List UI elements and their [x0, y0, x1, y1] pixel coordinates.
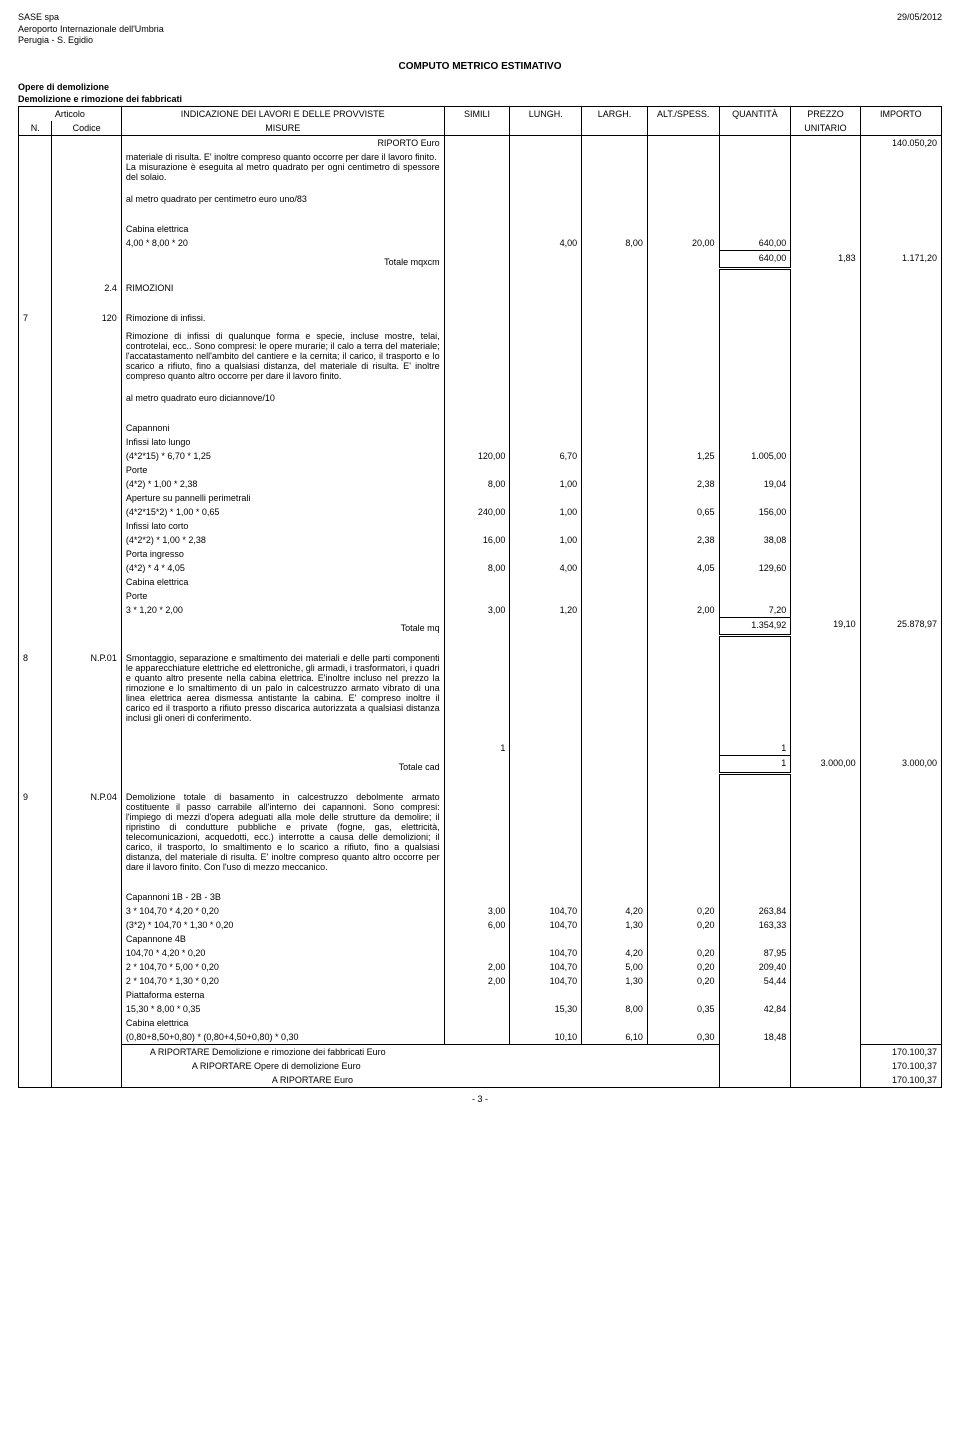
riporto-label: RIPORTO Euro — [121, 136, 444, 151]
table-row: Porta ingresso — [19, 547, 942, 561]
subheader-2: Demolizione e rimozione dei fabbricati — [18, 94, 942, 104]
header-left: SASE spa Aeroporto Internazionale dell'U… — [18, 12, 164, 47]
col-n: N. — [19, 121, 52, 136]
table-row: 15,30 * 8,00 * 0,3515,308,000,3542,84 — [19, 1002, 942, 1016]
item7-price-text: al metro quadrato euro diciannove/10 — [121, 383, 444, 405]
table-row: 3 * 1,20 * 2,003,001,202,007,20 — [19, 603, 942, 618]
header-date: 29/05/2012 — [897, 12, 942, 24]
table-row: 3 * 104,70 * 4,20 * 0,203,00104,704,200,… — [19, 904, 942, 918]
table-row: Cabina elettrica — [19, 575, 942, 589]
item8-row: 8 N.P.01 Smontaggio, separazione e smalt… — [19, 635, 942, 725]
table-row: (4*2) * 1,00 * 2,388,001,002,3819,04 — [19, 477, 942, 491]
block1-tot-label: Totale mqxcm — [121, 251, 444, 269]
table-row: Porte — [19, 463, 942, 477]
footer-l2: A RIPORTARE Opere di demolizione Euro 17… — [19, 1059, 942, 1073]
table-row: (3*2) * 104,70 * 1,30 * 0,206,00104,701,… — [19, 918, 942, 932]
table-row: Capannone 4B — [19, 932, 942, 946]
item8-desc: Smontaggio, separazione e smaltimento de… — [121, 635, 444, 725]
block1-desc: materiale di risulta. E' inoltre compres… — [19, 150, 942, 184]
table-row: Capannoni 1B - 2B - 3B — [19, 874, 942, 904]
block1-row-label: Cabina elettrica — [121, 206, 444, 236]
table-row: (0,80+8,50+0,80) * (0,80+4,50+0,80) * 0,… — [19, 1030, 942, 1045]
riporto-value: 140.050,20 — [860, 136, 941, 151]
col-prezzo: PREZZO — [791, 107, 860, 122]
table-row: Infissi lato corto — [19, 519, 942, 533]
table-row: (4*2*15*2) * 1,00 * 0,65240,001,000,6515… — [19, 505, 942, 519]
table-row: (4*2*2) * 1,00 * 2,3816,001,002,3838,08 — [19, 533, 942, 547]
footer-l1: A RIPORTARE Demolizione e rimozione dei … — [19, 1044, 942, 1059]
subheader-1: Opere di demolizione — [18, 82, 942, 92]
col-quantita: QUANTITÀ — [719, 107, 791, 136]
col-largh: LARGH. — [582, 107, 648, 136]
col-unitario: UNITARIO — [791, 121, 860, 136]
block1-total-row: Totale mqxcm 640,00 1,83 1.171,20 — [19, 251, 942, 269]
col-lungh: LUNGH. — [510, 107, 582, 136]
header-line2: Aeroporto Internazionale dell'Umbria — [18, 24, 164, 36]
item7-total-row: Totale mq 1.354,92 19,10 25.878,97 — [19, 617, 942, 635]
item9-desc: Demolizione totale di basamento in calce… — [121, 774, 444, 874]
col-misure: MISURE — [121, 121, 444, 136]
block1-data-row: 4,00 * 8,00 * 20 4,00 8,00 20,00 640,00 — [19, 236, 942, 251]
item8-data-row: 1 1 — [19, 725, 942, 756]
table-row: Cabina elettrica — [19, 1016, 942, 1030]
col-indicazione: INDICAZIONE DEI LAVORI E DELLE PROVVISTE — [121, 107, 444, 122]
table-row: Porte — [19, 589, 942, 603]
doc-title: COMPUTO METRICO ESTIMATIVO — [18, 61, 942, 72]
table-row: Infissi lato lungo — [19, 435, 942, 449]
col-alt: ALT./SPESS. — [647, 107, 719, 136]
table-row: 2 * 104,70 * 5,00 * 0,202,00104,705,000,… — [19, 960, 942, 974]
header-line3: Perugia - S. Egidio — [18, 35, 164, 47]
col-importo: IMPORTO — [860, 107, 941, 136]
block1-price-text: al metro quadrato per centimetro euro un… — [121, 184, 444, 206]
riporto-row: RIPORTO Euro 140.050,20 — [19, 136, 942, 151]
table-row: (4*2*15) * 6,70 * 1,25120,006,701,251.00… — [19, 449, 942, 463]
table-row: Piattaforma esterna — [19, 988, 942, 1002]
block1-formula: 4,00 * 8,00 * 20 — [121, 236, 444, 251]
page-number: - 3 - — [18, 1094, 942, 1104]
computo-table: Articolo INDICAZIONE DEI LAVORI E DELLE … — [18, 106, 942, 1088]
table-header-row: Articolo INDICAZIONE DEI LAVORI E DELLE … — [19, 107, 942, 122]
item7-desc: Rimozione di infissi di qualunque forma … — [121, 325, 444, 383]
table-row: 104,70 * 4,20 * 0,20104,704,200,2087,95 — [19, 946, 942, 960]
col-codice: Codice — [52, 121, 121, 136]
company: SASE spa — [18, 12, 164, 24]
footer-l3: A RIPORTARE Euro 170.100,37 — [19, 1073, 942, 1088]
col-articolo: Articolo — [19, 107, 122, 122]
table-row: Capannoni — [19, 405, 942, 435]
table-row: (4*2) * 4 * 4,058,004,004,05129,60 — [19, 561, 942, 575]
item8-total-row: Totale cad 1 3.000,00 3.000,00 — [19, 756, 942, 774]
block1-desc-text: materiale di risulta. E' inoltre compres… — [121, 150, 444, 184]
item7-title-row: 7 120 Rimozione di infissi. — [19, 295, 942, 325]
section-2-4: 2.4 RIMOZIONI — [19, 269, 942, 295]
item9-row: 9 N.P.04 Demolizione totale di basamento… — [19, 774, 942, 874]
table-row: Aperture su pannelli perimetrali — [19, 491, 942, 505]
col-simili: SIMILI — [444, 107, 510, 136]
table-row: 2 * 104,70 * 1,30 * 0,202,00104,701,300,… — [19, 974, 942, 988]
